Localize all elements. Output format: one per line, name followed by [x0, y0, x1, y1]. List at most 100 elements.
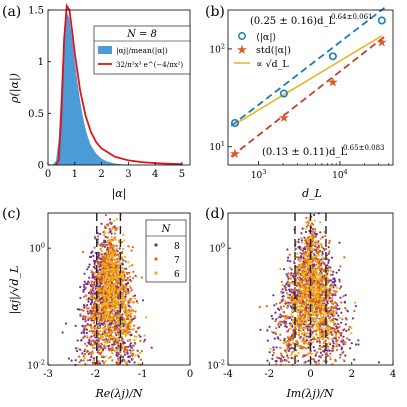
point-n6	[111, 352, 114, 355]
x-tick-label-c: -1	[138, 369, 148, 380]
legend-marker-std: ★	[236, 43, 248, 58]
point-n8	[351, 317, 354, 320]
point-n6	[315, 325, 318, 328]
point-n8	[336, 318, 339, 321]
point-n8	[132, 317, 135, 320]
point-n6	[301, 333, 305, 336]
point-n7	[284, 323, 287, 326]
point-n8	[295, 296, 298, 299]
point-n6	[101, 304, 104, 308]
point-n6	[124, 255, 127, 258]
point-n7	[286, 280, 289, 283]
point-n8	[300, 255, 303, 258]
point-n7	[277, 323, 280, 326]
point-n7	[336, 322, 339, 325]
point-n6	[111, 279, 114, 282]
point-n7	[103, 329, 106, 332]
point-n7	[113, 232, 117, 235]
point-n8	[122, 355, 125, 358]
point-n8	[274, 311, 277, 314]
point-n6	[100, 250, 103, 253]
point-n6	[114, 275, 117, 278]
point-n8	[141, 299, 145, 302]
point-n7	[315, 353, 318, 356]
point-n6	[302, 287, 305, 290]
point-n7	[88, 323, 91, 327]
axes-frame-c	[47, 212, 191, 366]
point-n6	[112, 237, 115, 241]
point-n7	[338, 280, 341, 283]
point-n7	[328, 325, 331, 329]
point-n7	[326, 345, 329, 348]
point-n7	[83, 325, 86, 328]
point-n6	[333, 306, 336, 309]
point-n6	[313, 295, 316, 299]
point-n7	[325, 247, 328, 251]
point-n7	[317, 252, 320, 255]
panel-c: -3 -2 -1 0 10-2 100 N 8 7 6 |αj|/√d_L Re(λj)/…	[8, 212, 193, 400]
point-n7	[117, 358, 120, 361]
point-n7	[281, 359, 284, 362]
point-n6	[334, 323, 337, 326]
point-n6	[305, 281, 308, 284]
point-n6	[302, 308, 305, 311]
point-n6	[303, 312, 306, 315]
point-n7	[330, 308, 333, 311]
point-n7	[135, 331, 138, 334]
point-n6	[299, 287, 302, 290]
point-n6	[300, 237, 303, 240]
point-n7	[107, 223, 110, 226]
point-n7	[329, 358, 332, 361]
point-n8	[93, 325, 96, 328]
point-n6	[110, 315, 113, 318]
point-n7	[85, 324, 88, 327]
point-n7	[96, 312, 99, 316]
point-n7	[98, 311, 101, 314]
point-n6	[350, 332, 353, 335]
point-n7	[86, 307, 89, 310]
point-n7	[326, 307, 330, 310]
point-n7	[346, 337, 349, 340]
point-n6	[322, 337, 325, 340]
x-tick-label-a: 5	[179, 169, 185, 180]
point-n6	[311, 249, 314, 252]
point-n7	[80, 308, 83, 311]
point-n6	[321, 308, 325, 311]
legend-c: N 8 7 6	[145, 219, 187, 283]
point-n6	[328, 341, 331, 344]
mean-point	[328, 52, 337, 61]
point-n7	[78, 355, 81, 358]
point-n6	[110, 261, 113, 264]
point-n7	[119, 350, 122, 353]
point-n6	[99, 334, 102, 337]
point-n6	[105, 260, 108, 263]
point-n6	[92, 326, 95, 329]
panel-label-b: (b)	[205, 4, 225, 20]
point-n8	[295, 289, 298, 292]
point-n6	[128, 326, 131, 329]
point-n6	[122, 277, 125, 280]
point-n6	[107, 256, 111, 259]
point-n7	[318, 259, 322, 262]
point-n6	[97, 342, 100, 345]
point-n7	[328, 239, 331, 242]
point-n8	[327, 252, 330, 255]
legend-box-c	[145, 219, 187, 283]
point-n6	[328, 294, 331, 297]
point-n8	[113, 319, 116, 322]
point-n6	[106, 332, 110, 335]
point-n7	[101, 245, 104, 248]
point-n7	[286, 284, 289, 287]
point-n7	[279, 320, 282, 323]
point-n6	[323, 287, 326, 290]
point-n7	[335, 290, 338, 293]
point-n6	[327, 313, 330, 316]
point-n8	[315, 234, 318, 237]
point-n6	[107, 357, 110, 360]
point-n6	[305, 294, 308, 298]
point-n6	[313, 317, 316, 320]
point-n6	[304, 242, 307, 245]
point-n8	[272, 331, 275, 334]
point-n6	[91, 305, 94, 308]
point-n6	[331, 362, 334, 365]
